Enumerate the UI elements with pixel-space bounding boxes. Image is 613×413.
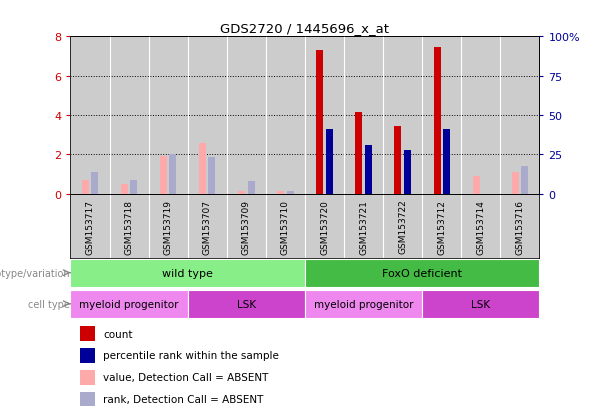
Bar: [422, 291, 539, 318]
Bar: [208, 158, 216, 194]
Bar: [473, 176, 479, 194]
Text: wild type: wild type: [162, 268, 213, 278]
Bar: [316, 51, 323, 194]
Text: GSM153719: GSM153719: [164, 199, 173, 254]
Text: GSM153710: GSM153710: [281, 199, 290, 254]
Bar: [404, 151, 411, 194]
Text: GSM153714: GSM153714: [476, 199, 485, 254]
Bar: [305, 260, 539, 287]
Text: percentile rank within the sample: percentile rank within the sample: [103, 351, 279, 361]
Bar: [80, 326, 95, 341]
Bar: [131, 180, 137, 194]
Bar: [238, 191, 245, 194]
Bar: [305, 291, 422, 318]
Text: GSM153721: GSM153721: [359, 199, 368, 254]
Text: myeloid progenitor: myeloid progenitor: [314, 299, 413, 309]
Bar: [277, 192, 284, 194]
Text: genotype/variation: genotype/variation: [0, 268, 70, 278]
Bar: [287, 191, 294, 194]
Bar: [394, 126, 402, 194]
Bar: [248, 181, 254, 194]
Bar: [160, 157, 167, 194]
Bar: [199, 144, 206, 194]
Text: cell type: cell type: [28, 299, 70, 309]
Text: rank, Detection Call = ABSENT: rank, Detection Call = ABSENT: [103, 394, 264, 404]
Bar: [188, 291, 305, 318]
Text: count: count: [103, 329, 132, 339]
Bar: [80, 392, 95, 406]
Text: GSM153717: GSM153717: [86, 199, 94, 254]
Bar: [169, 155, 177, 194]
Bar: [91, 173, 98, 194]
Text: GSM153722: GSM153722: [398, 199, 407, 254]
Text: GSM153707: GSM153707: [203, 199, 211, 254]
Bar: [121, 184, 128, 194]
Text: GSM153712: GSM153712: [437, 199, 446, 254]
Text: GSM153709: GSM153709: [242, 199, 251, 254]
Text: FoxO deficient: FoxO deficient: [382, 268, 462, 278]
Text: GSM153720: GSM153720: [320, 199, 329, 254]
Bar: [433, 48, 441, 194]
Bar: [326, 129, 333, 194]
Text: LSK: LSK: [237, 299, 256, 309]
Text: value, Detection Call = ABSENT: value, Detection Call = ABSENT: [103, 373, 268, 382]
Text: GSM153716: GSM153716: [516, 199, 524, 254]
Bar: [82, 180, 89, 194]
Bar: [356, 113, 362, 194]
Text: LSK: LSK: [471, 299, 490, 309]
Text: GSM153718: GSM153718: [124, 199, 134, 254]
Bar: [80, 348, 95, 363]
Bar: [70, 260, 305, 287]
Text: myeloid progenitor: myeloid progenitor: [79, 299, 179, 309]
Bar: [80, 370, 95, 385]
Bar: [512, 173, 519, 194]
Title: GDS2720 / 1445696_x_at: GDS2720 / 1445696_x_at: [221, 21, 389, 35]
Bar: [365, 146, 372, 194]
Bar: [521, 166, 528, 194]
Bar: [70, 291, 188, 318]
Bar: [443, 129, 450, 194]
